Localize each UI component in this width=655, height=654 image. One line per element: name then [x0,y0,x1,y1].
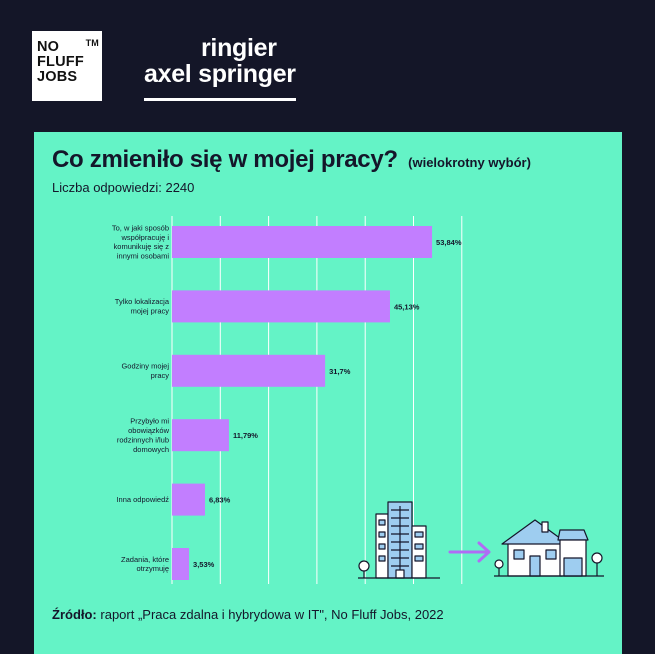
arrow-right-icon [448,541,491,563]
category-label: Przybyło mi obowiązków rodzinnych i/lub dom… [117,417,170,454]
logo-trademark: TM [85,38,99,48]
infographic-panel: Co zmieniło się w mojej pracy? (wielokro… [34,132,622,654]
logo-line-3: JOBS [37,69,78,85]
office-building-icon [358,501,440,579]
logo-line-1: NO [37,39,60,55]
bar [172,226,433,258]
bar-value-label: 11,79% [233,431,258,440]
chart-subtitle: (wielokrotny wybór) [408,155,531,170]
category-label: Godziny mojej pracy [121,362,169,380]
bar-chart: 53,84% To, w jaki sposób współpracuję i kom… [112,216,463,584]
partner-line-1: ringier [201,34,277,62]
bar-value-label: 45,13% [394,302,420,311]
bar [172,548,190,580]
category-label: Inna odpowiedź [116,495,169,504]
bar [172,290,390,323]
partner-line-2: axel springer [144,60,296,88]
bar [172,354,326,387]
bar [172,419,229,452]
no-fluff-jobs-logo: NO FLUFF JOBS TM [32,31,102,101]
chart-title: Co zmieniło się w mojej pracy? (wielokro… [52,145,531,178]
category-label: Zadania, które otrzymuję [121,555,169,573]
category-label: To, w jaki sposób współpracuję i komunikuj… [112,223,169,260]
source-label: Źródło: [52,607,97,622]
bar [172,483,205,516]
chart-title-text: Co zmieniło się w mojej pracy? [52,146,398,173]
ringier-axel-springer-logo: ringier axel springer [144,35,296,87]
category-label: Tylko lokalizacja mojej pracy [115,297,170,315]
response-count: Liczba odpowiedzi: 2240 [52,180,195,195]
logo-line-2: FLUFF [37,54,84,70]
bar-value-label: 3,53% [193,560,215,569]
bar-value-label: 31,7% [329,367,351,376]
office-to-home-illustration [358,501,604,579]
bar-value-label: 6,83% [209,496,231,505]
partner-underline [144,98,296,101]
source-text: raport „Praca zdalna i hybrydowa w IT", … [100,607,444,622]
bar-value-label: 53,84% [436,238,462,247]
house-icon [494,519,604,577]
source-note: Źródło: raport „Praca zdalna i hybrydowa… [52,607,444,622]
